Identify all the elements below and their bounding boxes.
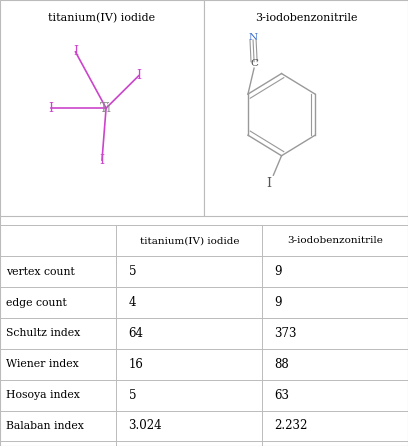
Text: 5: 5 <box>129 265 136 278</box>
Text: N: N <box>248 33 257 42</box>
Text: 88: 88 <box>275 358 289 371</box>
Text: I: I <box>136 69 141 82</box>
Text: Hosoya index: Hosoya index <box>6 390 80 400</box>
Text: 9: 9 <box>275 265 282 278</box>
Text: Wiener index: Wiener index <box>6 359 79 369</box>
Text: 3-iodobenzonitrile: 3-iodobenzonitrile <box>255 13 357 23</box>
Text: vertex count: vertex count <box>6 267 75 277</box>
Text: Ti: Ti <box>100 102 112 115</box>
Text: I: I <box>100 153 104 166</box>
Text: edge count: edge count <box>6 297 67 308</box>
Text: 64: 64 <box>129 327 144 340</box>
Text: titanium(IV) iodide: titanium(IV) iodide <box>49 13 155 23</box>
Text: Balaban index: Balaban index <box>6 421 84 431</box>
Text: I: I <box>73 45 78 58</box>
Text: 2.232: 2.232 <box>275 419 308 433</box>
Text: 16: 16 <box>129 358 143 371</box>
Text: 63: 63 <box>275 388 290 401</box>
Text: C: C <box>250 59 258 68</box>
Text: 9: 9 <box>275 296 282 309</box>
Text: I: I <box>49 102 53 115</box>
Text: 4: 4 <box>129 296 136 309</box>
Text: 373: 373 <box>275 327 297 340</box>
Text: 3-iodobenzonitrile: 3-iodobenzonitrile <box>287 236 383 245</box>
Text: 5: 5 <box>129 388 136 401</box>
Text: Schultz index: Schultz index <box>6 328 80 339</box>
Text: 3.024: 3.024 <box>129 419 162 433</box>
Text: titanium(IV) iodide: titanium(IV) iodide <box>140 236 239 245</box>
Text: I: I <box>267 178 272 190</box>
